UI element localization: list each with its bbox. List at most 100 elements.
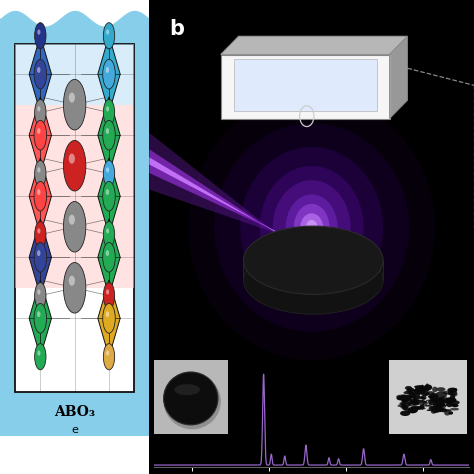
Ellipse shape (431, 409, 437, 414)
Ellipse shape (424, 384, 432, 391)
Ellipse shape (416, 392, 420, 398)
Ellipse shape (106, 250, 109, 256)
Ellipse shape (436, 404, 442, 410)
Ellipse shape (406, 395, 413, 397)
Ellipse shape (164, 372, 218, 425)
Ellipse shape (401, 400, 407, 406)
Ellipse shape (35, 161, 46, 187)
Ellipse shape (400, 410, 410, 416)
Ellipse shape (439, 404, 447, 406)
Ellipse shape (420, 385, 424, 391)
Polygon shape (29, 158, 52, 235)
Ellipse shape (34, 303, 46, 333)
Ellipse shape (401, 394, 408, 399)
Ellipse shape (412, 400, 419, 405)
Ellipse shape (443, 391, 451, 394)
Ellipse shape (447, 388, 457, 392)
Ellipse shape (407, 388, 415, 392)
Ellipse shape (406, 389, 411, 393)
Ellipse shape (34, 182, 46, 211)
Ellipse shape (396, 396, 405, 401)
Ellipse shape (188, 95, 435, 360)
Ellipse shape (437, 387, 446, 392)
Ellipse shape (37, 29, 40, 35)
Ellipse shape (425, 383, 429, 389)
Ellipse shape (447, 393, 453, 395)
Ellipse shape (37, 228, 40, 234)
Ellipse shape (106, 228, 109, 234)
Ellipse shape (106, 350, 109, 356)
Ellipse shape (308, 228, 315, 237)
Ellipse shape (34, 120, 46, 150)
Ellipse shape (412, 407, 415, 413)
Polygon shape (98, 219, 120, 296)
Ellipse shape (422, 390, 429, 396)
Ellipse shape (428, 395, 436, 398)
Ellipse shape (401, 406, 405, 409)
Ellipse shape (35, 283, 46, 309)
Ellipse shape (401, 396, 409, 403)
Ellipse shape (439, 402, 445, 407)
Ellipse shape (427, 410, 431, 411)
Ellipse shape (400, 402, 403, 405)
Bar (15, 44, 135, 105)
Ellipse shape (34, 243, 46, 272)
Polygon shape (29, 97, 52, 173)
Ellipse shape (407, 401, 418, 406)
Ellipse shape (401, 402, 411, 407)
Ellipse shape (103, 283, 115, 309)
Ellipse shape (407, 394, 412, 398)
Ellipse shape (433, 407, 445, 412)
Ellipse shape (405, 396, 413, 399)
Ellipse shape (450, 404, 456, 406)
Text: ABO₃: ABO₃ (54, 405, 95, 419)
Ellipse shape (403, 391, 415, 394)
Polygon shape (234, 59, 376, 111)
Ellipse shape (413, 408, 417, 410)
Ellipse shape (402, 405, 407, 408)
Ellipse shape (428, 399, 439, 405)
Ellipse shape (430, 406, 441, 410)
Ellipse shape (37, 250, 40, 256)
Ellipse shape (37, 167, 40, 173)
Ellipse shape (414, 386, 419, 388)
Ellipse shape (444, 410, 450, 416)
Ellipse shape (410, 395, 421, 399)
Ellipse shape (413, 397, 417, 401)
Ellipse shape (103, 182, 115, 211)
Ellipse shape (440, 404, 446, 408)
Polygon shape (29, 36, 52, 112)
Ellipse shape (103, 303, 115, 333)
Ellipse shape (450, 408, 459, 410)
Ellipse shape (64, 140, 86, 191)
Ellipse shape (433, 402, 442, 408)
Ellipse shape (450, 388, 457, 390)
Ellipse shape (106, 189, 109, 195)
Ellipse shape (34, 59, 46, 89)
Ellipse shape (410, 399, 418, 405)
Ellipse shape (414, 388, 425, 394)
Ellipse shape (106, 311, 109, 317)
Ellipse shape (103, 100, 115, 126)
Ellipse shape (106, 128, 109, 134)
Polygon shape (149, 133, 309, 254)
Ellipse shape (426, 391, 435, 395)
Ellipse shape (244, 246, 383, 314)
Text: e: e (71, 425, 78, 435)
Ellipse shape (430, 393, 438, 399)
Ellipse shape (412, 390, 421, 391)
Ellipse shape (411, 393, 416, 398)
Polygon shape (98, 97, 120, 173)
Ellipse shape (240, 147, 383, 308)
Ellipse shape (37, 128, 40, 134)
Ellipse shape (448, 411, 453, 415)
Ellipse shape (103, 161, 115, 187)
Ellipse shape (410, 406, 418, 408)
Ellipse shape (451, 404, 459, 407)
Ellipse shape (103, 221, 115, 248)
Ellipse shape (64, 263, 86, 313)
Ellipse shape (409, 390, 412, 395)
Ellipse shape (103, 120, 115, 150)
Ellipse shape (37, 290, 40, 295)
Ellipse shape (69, 215, 75, 225)
